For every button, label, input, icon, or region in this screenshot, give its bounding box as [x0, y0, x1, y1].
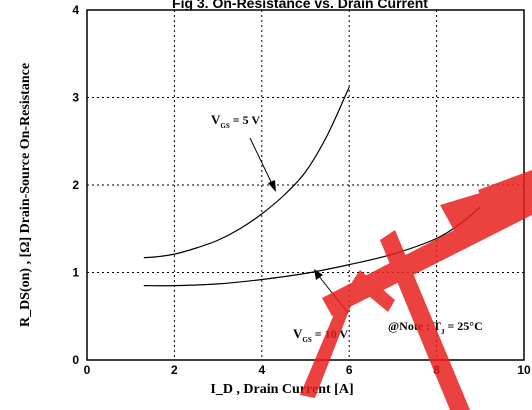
vgs10-sub: GS [302, 336, 311, 344]
vgs5-arrowhead [268, 180, 276, 192]
y-tick-label: 1 [72, 266, 79, 280]
series-line-vgs10 [143, 206, 481, 287]
series-line-vgs5 [143, 86, 350, 259]
x-tick-label: 2 [171, 363, 178, 377]
vgs10-arrowhead [314, 269, 323, 280]
x-tick-labels: 0246810 [84, 363, 531, 377]
y-axis-label: R_DS(on) , [Ω] Drain-Source On-Resistanc… [18, 63, 33, 327]
x-tick-label: 4 [258, 363, 265, 377]
y-tick-label: 2 [72, 178, 79, 192]
note-rest: = 25°C [444, 319, 482, 333]
watermark-logo [300, 170, 532, 410]
note-sub: J [441, 328, 445, 336]
vgs5-v: V [211, 112, 221, 127]
y-tick-labels: 0 1 2 3 4 [72, 3, 79, 367]
x-axis-label: I_D , Drain Current [A] [210, 382, 353, 397]
x-tick-label: 10 [517, 363, 531, 377]
vgs5-rest: = 5 V [230, 113, 261, 127]
chart-title: Fig 3. On-Resistance vs. Drain Current [172, 0, 428, 11]
y-tick-label: 3 [72, 91, 79, 105]
y-tick-label: 4 [72, 3, 79, 17]
y-tick-label: 0 [72, 353, 79, 367]
x-tick-label: 0 [84, 363, 91, 377]
series-lines [143, 86, 481, 287]
vgs5-sub: GS [220, 122, 229, 130]
x-tick-label: 6 [346, 363, 353, 377]
plot-area [86, 9, 525, 361]
vgs5-arrow-shaft [249, 137, 274, 187]
vgs10-v: V [293, 326, 303, 341]
vgs5-label: VGS = 5 V [211, 112, 260, 130]
